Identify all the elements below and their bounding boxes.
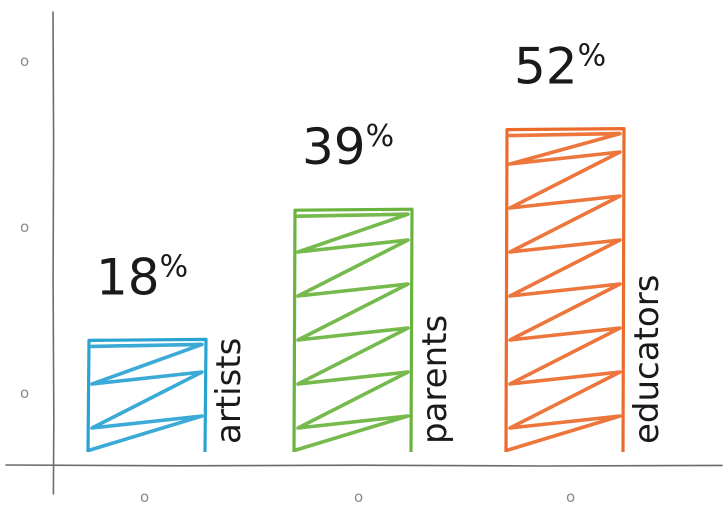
bar-parents: 39% parents bbox=[292, 118, 455, 453]
y-tick-label: o bbox=[20, 52, 29, 70]
bar-fill-scribble bbox=[88, 342, 204, 452]
category-label-artists: artists bbox=[209, 338, 249, 444]
data-label-educators: 52% bbox=[514, 38, 606, 96]
y-tick-label: o bbox=[20, 218, 29, 236]
bar-fill-scribble bbox=[294, 212, 410, 452]
bar-outline bbox=[504, 127, 626, 453]
x-axis: o o o bbox=[5, 464, 723, 506]
y-axis-line bbox=[52, 11, 55, 495]
category-label-educators: educators bbox=[627, 275, 667, 444]
x-tick-label: o bbox=[354, 488, 363, 506]
category-label-parents: parents bbox=[415, 315, 455, 444]
y-axis: o o o bbox=[20, 11, 55, 495]
x-tick-label: o bbox=[140, 488, 149, 506]
bar-outline bbox=[86, 337, 208, 453]
data-label-parents: 39% bbox=[302, 118, 394, 176]
y-tick-label: o bbox=[20, 384, 29, 402]
bar-outline bbox=[292, 207, 414, 453]
data-label-artists: 18% bbox=[96, 248, 188, 306]
x-tick-label: o bbox=[566, 488, 575, 506]
bar-fill-scribble bbox=[506, 131, 622, 452]
bar-artists: 18% artists bbox=[86, 248, 249, 453]
bars-group: 18% artists 39% parents 52% educators bbox=[86, 38, 667, 453]
x-axis-line bbox=[5, 464, 723, 467]
bar-educators: 52% educators bbox=[504, 38, 667, 453]
